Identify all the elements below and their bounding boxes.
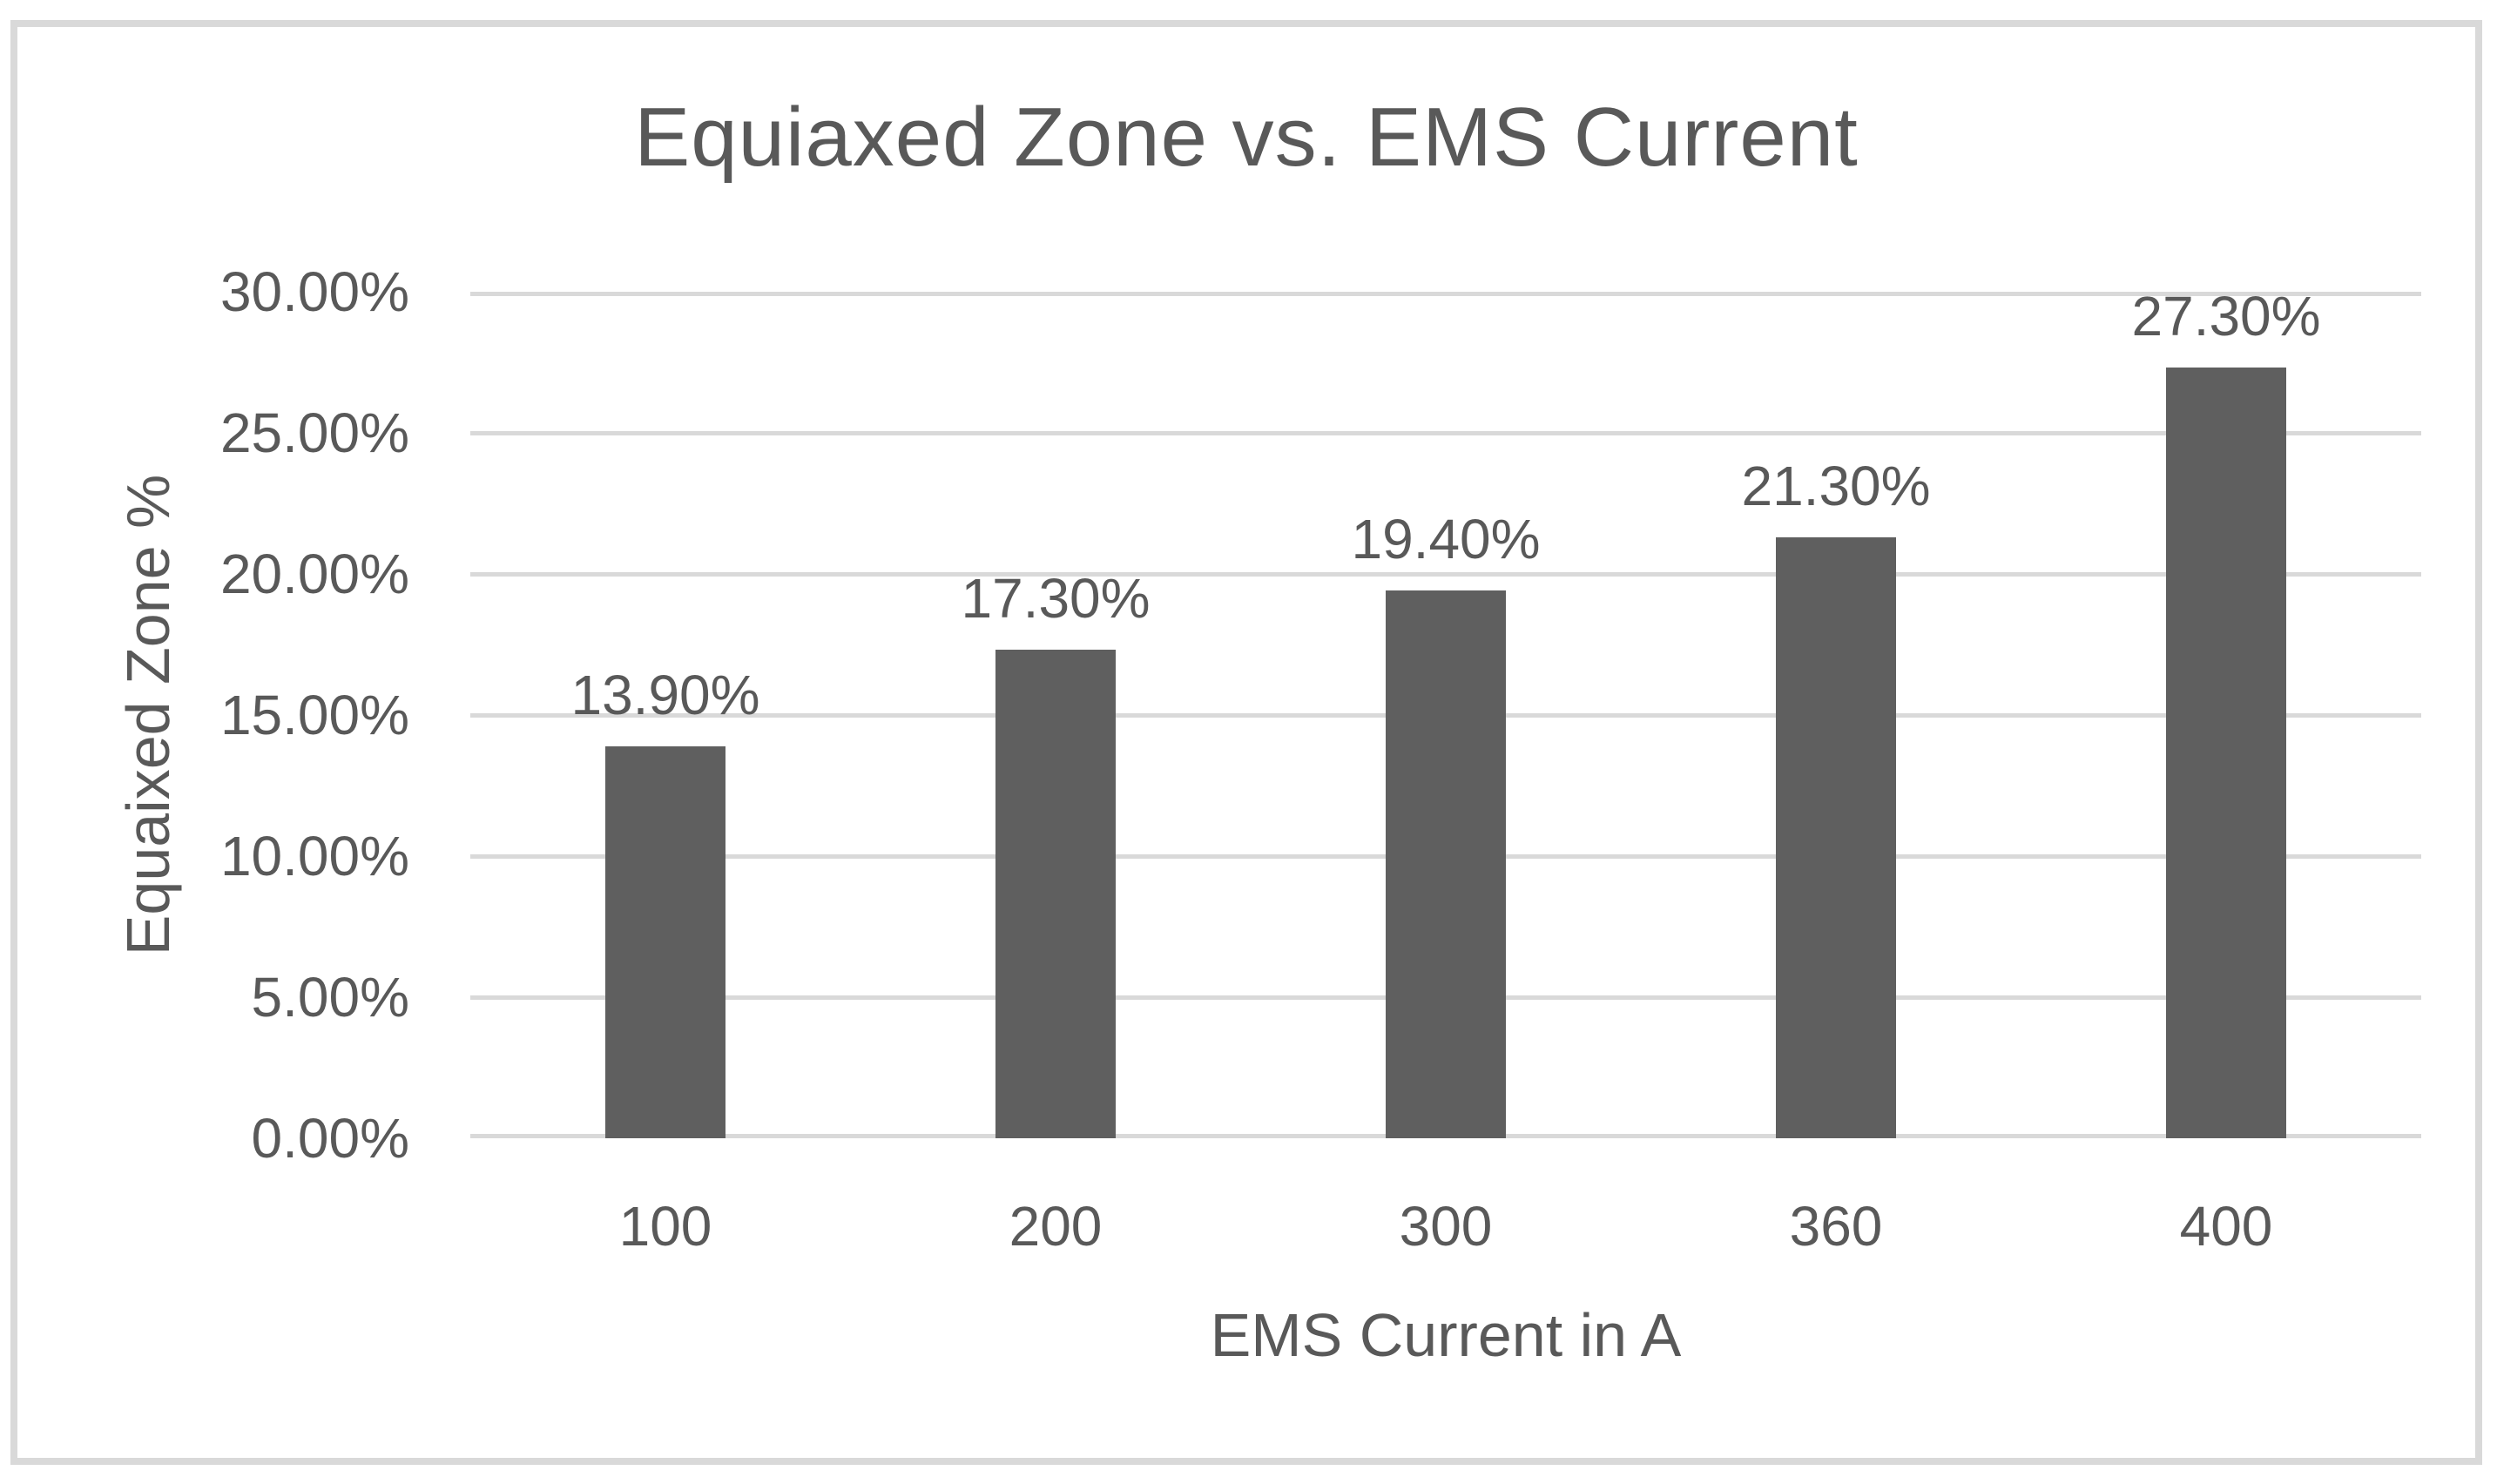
y-tick-label: 0.00%	[251, 1107, 409, 1170]
y-tick-label: 15.00%	[219, 684, 409, 746]
gridline	[470, 292, 2421, 296]
bar-200	[995, 650, 1116, 1138]
bar-data-label: 17.30%	[961, 567, 1151, 631]
bar-data-label: 21.30%	[1741, 454, 1931, 517]
gridline	[470, 571, 2421, 577]
bar-data-label: 13.90%	[570, 663, 760, 726]
x-tick-label: 100	[618, 1195, 712, 1258]
x-axis-tick-labels: 100 200 300 360 400	[470, 1194, 2421, 1258]
gridline	[470, 430, 2421, 435]
x-tick-label: 360	[1789, 1195, 1883, 1258]
y-tick-label: 20.00%	[219, 543, 409, 605]
bar-100	[605, 745, 725, 1138]
bar-data-label: 19.40%	[1351, 508, 1541, 571]
x-axis-title: EMS Current in A	[1210, 1301, 1682, 1369]
x-tick-label: 400	[2179, 1195, 2273, 1258]
bar-300	[1386, 590, 1506, 1138]
chart-frame: Equiaxed Zone vs. EMS Current Equaixed Z…	[10, 20, 2482, 1465]
y-tick-label: 5.00%	[251, 966, 409, 1029]
y-tick-label: 25.00%	[219, 401, 409, 464]
bar-data-label: 27.30%	[2131, 285, 2321, 348]
x-tick-label: 200	[1009, 1195, 1103, 1258]
x-tick-label: 300	[1399, 1195, 1493, 1258]
y-tick-label: 30.00%	[219, 260, 409, 323]
bar-400	[2166, 368, 2286, 1138]
y-tick-label: 10.00%	[219, 825, 409, 887]
plot-area: 13.90% 17.30% 19.40% 21.30% 27.30%	[470, 285, 2421, 1138]
y-axis-tick-labels: 0.00% 5.00% 10.00% 15.00% 20.00% 25.00% 30.00%	[17, 260, 453, 1170]
chart-title: Equiaxed Zone vs. EMS Current	[634, 91, 1859, 184]
bar-360	[1776, 536, 1896, 1138]
